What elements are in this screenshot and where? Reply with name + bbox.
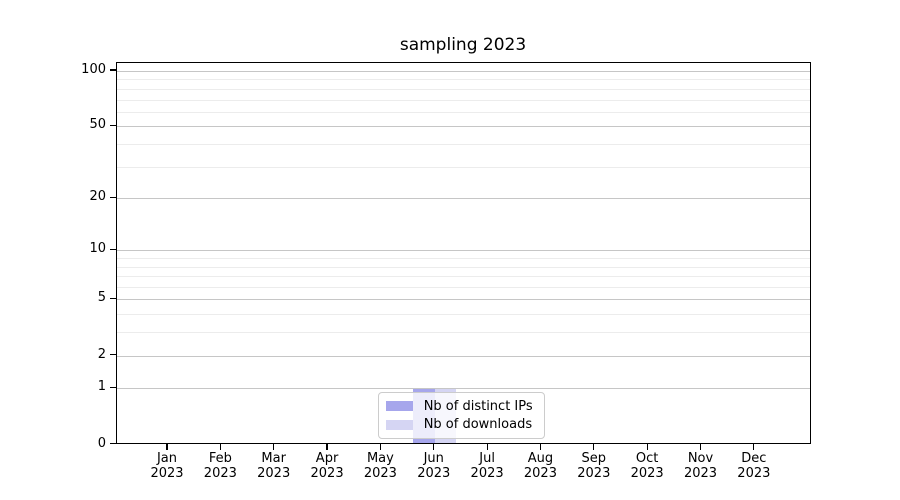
x-tick-label: Sep 2023	[577, 450, 611, 482]
gridline-minor	[116, 88, 811, 90]
x-tick-mark	[219, 443, 221, 450]
y-tick-label: 20	[89, 189, 106, 205]
y-tick-label: 0	[97, 435, 106, 451]
y-tick-mark	[109, 196, 116, 198]
gridline-major	[116, 355, 811, 357]
x-tick-label: Feb 2023	[203, 450, 237, 482]
gridline-major	[116, 126, 811, 128]
gridline-minor	[116, 166, 811, 168]
x-tick-mark	[539, 443, 542, 450]
x-tick-mark	[753, 443, 755, 450]
gridline-minor	[116, 111, 811, 113]
gridline-minor	[116, 287, 811, 289]
gridline-minor	[116, 258, 811, 260]
y-tick-label: 50	[89, 117, 106, 133]
legend-label: Nb of downloads	[423, 417, 533, 433]
legend-swatch	[385, 400, 413, 412]
y-tick-label: 10	[89, 241, 106, 257]
x-tick-label: May 2023	[363, 450, 397, 482]
x-tick-mark	[273, 443, 275, 450]
gridline-major	[116, 299, 811, 301]
x-tick-mark	[486, 443, 488, 450]
x-tick-label: Jan 2023	[150, 450, 184, 482]
y-tick-mark	[109, 69, 116, 71]
gridline-major	[116, 250, 811, 252]
y-tick-mark	[109, 297, 116, 300]
gridline-minor	[116, 143, 811, 145]
gridline-minor	[116, 276, 811, 278]
gridline-minor	[116, 314, 811, 316]
legend-item: Nb of distinct IPs	[385, 398, 537, 414]
legend-item: Nb of downloads	[385, 417, 537, 433]
x-tick-label: Nov 2023	[683, 450, 718, 482]
x-tick-label: Oct 2023	[630, 450, 664, 482]
x-tick-label: Aug 2023	[523, 450, 557, 482]
y-tick-mark	[109, 386, 116, 388]
gridline-major	[116, 71, 811, 72]
y-tick-mark	[109, 248, 116, 251]
x-tick-label: Apr 2023	[310, 450, 344, 482]
x-tick-label: Dec 2023	[737, 450, 771, 482]
y-tick-label: 100	[81, 62, 106, 77]
x-tick-mark	[593, 443, 595, 450]
y-tick-mark	[109, 353, 116, 356]
y-tick-mark	[109, 442, 116, 445]
x-tick-label: Mar 2023	[257, 450, 291, 482]
x-tick-label: Jul 2023	[470, 450, 504, 482]
gridline-minor	[116, 99, 811, 101]
x-tick-mark	[379, 443, 381, 450]
gridline-minor	[116, 332, 811, 334]
legend-swatch	[385, 419, 413, 431]
y-tick-label: 1	[97, 379, 106, 395]
legend: Nb of distinct IPs Nb of downloads	[377, 392, 545, 439]
gridline-major	[116, 198, 811, 200]
x-tick-mark	[433, 443, 435, 450]
x-tick-mark	[166, 443, 168, 450]
gridline-minor	[116, 266, 811, 268]
gridline-minor	[116, 79, 811, 81]
gridline-major	[116, 388, 811, 390]
x-tick-mark	[326, 443, 328, 450]
y-tick-label: 5	[97, 290, 106, 306]
x-tick-label: Jun 2023	[417, 450, 451, 482]
y-tick-mark	[109, 124, 116, 126]
chart-title: sampling 2023	[399, 35, 527, 55]
plot-area: Nb of distinct IPs Nb of downloads	[115, 62, 812, 444]
x-tick-mark	[646, 443, 648, 450]
x-tick-mark	[699, 443, 702, 450]
legend-label: Nb of distinct IPs	[423, 398, 533, 414]
y-tick-label: 2	[97, 346, 106, 362]
